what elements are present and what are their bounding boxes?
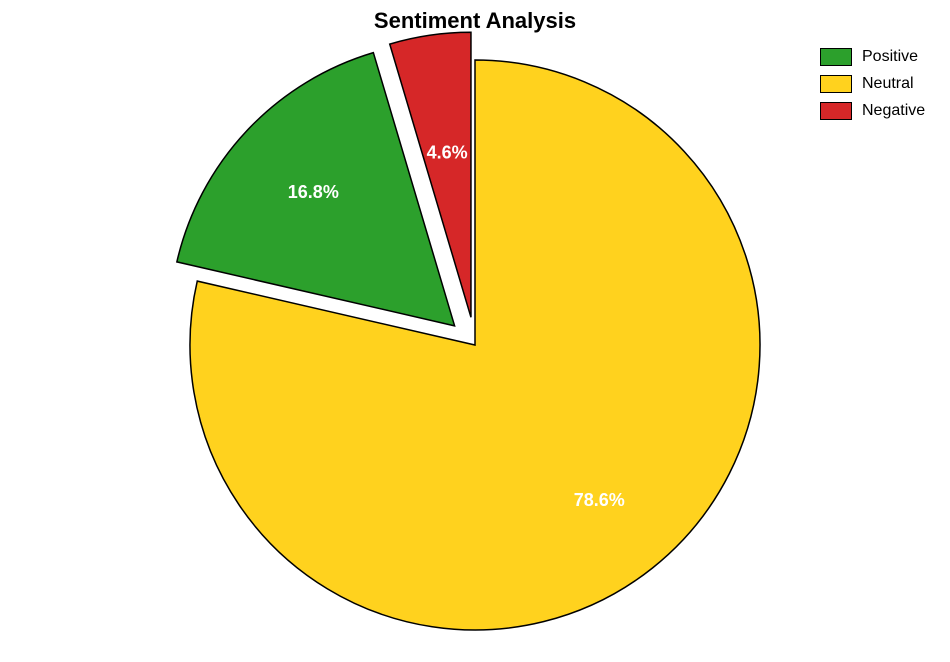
slice-label-neutral: 78.6% bbox=[574, 490, 625, 510]
legend-label-neutral: Neutral bbox=[862, 75, 914, 93]
legend-label-positive: Positive bbox=[862, 48, 918, 66]
legend: Positive Neutral Negative bbox=[820, 45, 925, 126]
legend-item-negative: Negative bbox=[820, 99, 925, 122]
pie-chart-svg: 78.6% 16.8% 4.6% bbox=[0, 0, 950, 662]
legend-label-negative: Negative bbox=[862, 102, 925, 120]
pie-slices bbox=[177, 32, 760, 630]
slice-label-negative: 4.6% bbox=[427, 142, 468, 162]
legend-item-neutral: Neutral bbox=[820, 72, 925, 95]
legend-item-positive: Positive bbox=[820, 45, 925, 68]
chart-container: { "chart": { "type": "pie", "title": "Se… bbox=[0, 0, 950, 662]
legend-swatch-positive bbox=[820, 48, 852, 66]
legend-swatch-negative bbox=[820, 102, 852, 120]
slice-label-positive: 16.8% bbox=[288, 182, 339, 202]
legend-swatch-neutral bbox=[820, 75, 852, 93]
